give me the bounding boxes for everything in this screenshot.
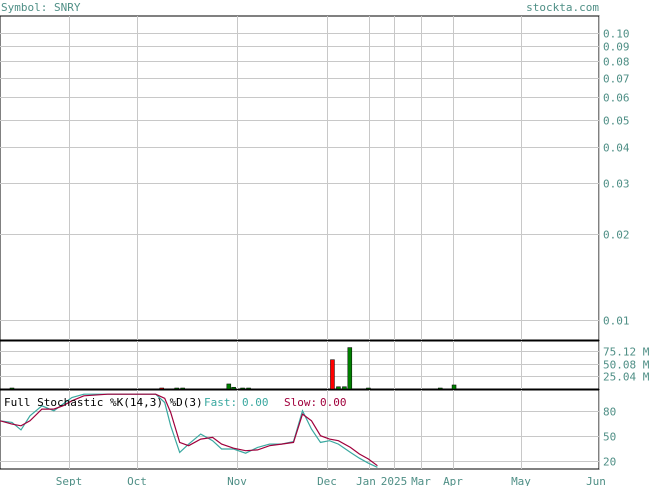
price-tick-label: 0.02 — [603, 229, 630, 242]
price-tick-label: 0.07 — [603, 73, 630, 86]
volume-bar — [159, 387, 164, 390]
volume-bar — [330, 359, 335, 390]
volume-horizontal-gridlines — [0, 351, 599, 377]
volume-bar — [240, 387, 245, 390]
volume-vertical-gridlines — [69, 341, 600, 389]
stochastic-slow-line — [0, 393, 378, 467]
volume-bar — [226, 383, 232, 390]
volume-bar — [180, 387, 185, 390]
price-tick-label: 0.08 — [603, 56, 630, 69]
x-tick-label: Dec — [317, 475, 337, 486]
x-tick-label: Jun — [586, 475, 606, 486]
stochastic-horizontal-gridlines — [0, 411, 599, 462]
stochastic-title: Full Stochastic %K(14,3) %D(3) — [4, 396, 203, 409]
x-tick-label: Apr — [443, 475, 463, 486]
volume-bar — [438, 387, 443, 390]
stochastic-tick-label: 50 — [603, 431, 616, 444]
price-tick-label: 0.05 — [603, 115, 630, 128]
price-tick-label: 0.09 — [603, 41, 630, 54]
volume-tick-label: 25.04 M — [603, 371, 650, 384]
fast-label: Fast: — [204, 396, 237, 409]
volume-bar — [336, 386, 341, 390]
price-tick-label: 0.01 — [603, 315, 630, 328]
price-tick-label: 0.06 — [603, 92, 630, 105]
stochastic-lines — [0, 393, 378, 468]
stochastic-tick-label: 20 — [603, 456, 616, 469]
price-horizontal-gridlines — [0, 33, 599, 321]
volume-bar — [347, 347, 353, 390]
volume-bar — [231, 386, 236, 390]
price-tick-label: 0.10 — [603, 28, 630, 41]
stochastic-tick-label: 80 — [603, 406, 616, 419]
volume-bar — [342, 386, 347, 390]
volume-tick-label: 50.08 M — [603, 359, 650, 372]
symbol-label: Symbol: SNRY — [1, 1, 81, 14]
slow-label: Slow: — [284, 396, 317, 409]
volume-bar — [9, 387, 15, 390]
x-tick-label: Nov — [227, 475, 247, 486]
stochastic-axis-labels: 80 50 20 — [603, 406, 616, 469]
x-tick-label: Jan — [356, 475, 376, 486]
price-tick-label: 0.04 — [603, 142, 630, 155]
volume-bar — [451, 384, 457, 390]
volume-bar — [246, 387, 251, 390]
fast-value: 0.00 — [242, 396, 269, 409]
x-tick-label: Mar — [411, 475, 431, 486]
site-label[interactable]: stockta.com — [526, 1, 599, 14]
price-axis-labels: 0.100.09 0.08 0.07 0.06 0.05 0.04 0.03 0.02 0.01 — [603, 28, 630, 328]
stochastic-vertical-gridlines — [69, 390, 600, 469]
slow-value: 0.00 — [320, 396, 347, 409]
stochastic-panel: 80 50 20 Full Stochastic %K(14,3) %D(3) Fa… — [0, 389, 616, 470]
volume-bar — [174, 387, 179, 390]
volume-panel: 75.12 M50.08 M25.04 M — [0, 340, 650, 390]
volume-bars — [9, 347, 457, 390]
x-tick-label: May — [511, 475, 531, 486]
price-tick-label: 0.03 — [603, 178, 630, 191]
price-panel: 0.100.09 0.08 0.07 0.06 0.05 0.04 0.03 0.02 0.01 — [0, 15, 630, 341]
volume-tick-label: 75.12 M — [603, 346, 650, 359]
price-vertical-gridlines — [69, 16, 600, 340]
x-tick-label: 2025 — [381, 475, 408, 486]
x-axis-labels: Sept Oct Nov Dec Jan 2025 Mar Apr May Jun — [56, 475, 606, 486]
volume-bar — [366, 387, 371, 390]
volume-axis-labels: 75.12 M50.08 M25.04 M — [603, 346, 650, 384]
x-tick-label: Sept — [56, 475, 83, 486]
x-tick-label: Oct — [127, 475, 147, 486]
price-panel-frame — [0, 15, 600, 341]
